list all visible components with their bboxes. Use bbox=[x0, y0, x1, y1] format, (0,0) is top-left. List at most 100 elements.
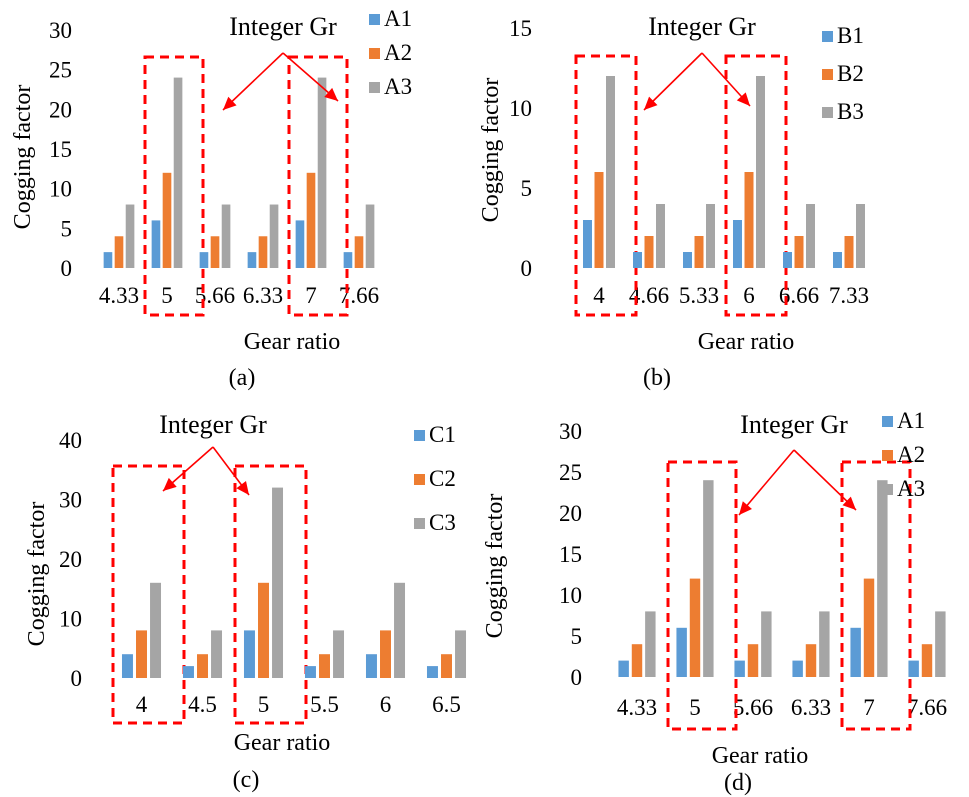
x-tick-label: 5.5 bbox=[310, 692, 339, 717]
annotation-arrow-head bbox=[236, 481, 249, 495]
bar-b3 bbox=[806, 204, 815, 268]
annotation-arrow-head bbox=[842, 496, 856, 510]
y-tick-label: 10 bbox=[509, 96, 532, 121]
integer-ratio-highlight-box bbox=[233, 464, 308, 725]
bar-a1 bbox=[343, 252, 353, 268]
bar-a3 bbox=[645, 611, 656, 677]
y-tick-label: 10 bbox=[59, 607, 82, 632]
bar-a2 bbox=[921, 644, 933, 677]
x-axis-title: Gear ratio bbox=[234, 730, 331, 756]
bar-a2 bbox=[747, 644, 759, 677]
bar-a3 bbox=[317, 77, 327, 268]
x-tick-label: 7.66 bbox=[339, 283, 379, 308]
legend-label: C1 bbox=[429, 422, 456, 447]
annotation-arrow-line bbox=[738, 449, 795, 516]
bar-b3 bbox=[756, 76, 765, 268]
chart-d: Cogging factor Integer Gr 0 5 10 15 20 25 30 4.… bbox=[482, 408, 947, 796]
legend-swatch bbox=[822, 107, 833, 118]
y-axis-title: Cogging factor bbox=[482, 494, 508, 639]
bar-a2 bbox=[162, 172, 172, 268]
bar-a3 bbox=[173, 77, 183, 268]
bar-b2 bbox=[794, 236, 804, 268]
integer-ratio-highlight-box bbox=[840, 460, 912, 731]
bar-a3 bbox=[125, 204, 135, 268]
x-tick-label: 4.33 bbox=[617, 695, 657, 720]
bar-a3 bbox=[935, 611, 946, 677]
bar-b3 bbox=[856, 204, 865, 268]
bar-c2 bbox=[136, 630, 147, 678]
x-tick-label: 7.66 bbox=[907, 695, 947, 720]
bar-c3 bbox=[455, 630, 467, 678]
integer-ratio-highlight-box bbox=[724, 54, 788, 317]
bar-b1 bbox=[783, 252, 792, 268]
panel-caption: (d) bbox=[724, 770, 752, 796]
x-tick-label: 5 bbox=[161, 283, 173, 308]
bar-a2 bbox=[631, 644, 643, 677]
bar-a3 bbox=[221, 204, 231, 268]
annotation-arrow-line bbox=[222, 52, 284, 111]
chart-a: Cogging factor Integer Gr 0 5 10 15 20 25 30 4.… bbox=[10, 6, 412, 391]
annotation-arrow-head bbox=[163, 477, 177, 491]
legend-label: A3 bbox=[384, 74, 412, 99]
legend-label: C3 bbox=[429, 510, 456, 535]
y-tick-label: 0 bbox=[61, 256, 73, 281]
bar-c2 bbox=[441, 654, 452, 678]
legend-swatch bbox=[822, 31, 833, 42]
x-tick-label: 5.33 bbox=[679, 283, 719, 308]
y-tick-label: 40 bbox=[59, 428, 82, 453]
x-tick-label: 6 bbox=[380, 692, 392, 717]
x-axis-title: Gear ratio bbox=[244, 329, 341, 355]
panel-caption: (c) bbox=[233, 767, 260, 793]
y-tick-label: 5 bbox=[571, 624, 583, 649]
x-tick-label: 5 bbox=[258, 692, 270, 717]
y-axis-title: Cogging factor bbox=[10, 85, 36, 230]
bar-b3 bbox=[606, 76, 615, 268]
y-tick-label: 15 bbox=[49, 137, 72, 162]
y-tick-label: 0 bbox=[521, 256, 533, 281]
y-tick-label: 0 bbox=[571, 665, 583, 690]
bar-a1 bbox=[908, 660, 919, 677]
x-tick-label: 5 bbox=[689, 695, 701, 720]
bar-b1 bbox=[583, 220, 592, 268]
bar-c2 bbox=[197, 654, 208, 678]
legend-label: A2 bbox=[384, 40, 412, 65]
bar-a1 bbox=[792, 660, 803, 677]
legend-swatch bbox=[882, 484, 893, 495]
bar-b2 bbox=[744, 172, 754, 268]
bar-b2 bbox=[644, 236, 654, 268]
annotation-label: Integer Gr bbox=[648, 12, 756, 41]
legend-label: B1 bbox=[837, 23, 864, 48]
bar-c3 bbox=[211, 630, 223, 678]
x-tick-label: 6.33 bbox=[243, 283, 283, 308]
bar-a3 bbox=[269, 204, 279, 268]
legend-swatch bbox=[369, 82, 380, 93]
bar-c2 bbox=[319, 654, 330, 678]
bar-a1 bbox=[199, 252, 209, 268]
x-tick-label: 4 bbox=[136, 692, 148, 717]
bar-c1 bbox=[426, 666, 438, 678]
bar-a2 bbox=[805, 644, 817, 677]
x-tick-label: 4 bbox=[593, 283, 605, 308]
x-tick-label: 5.66 bbox=[733, 695, 773, 720]
bar-a1 bbox=[103, 252, 113, 268]
x-tick-label: 6.33 bbox=[791, 695, 831, 720]
integer-ratio-highlight-box bbox=[143, 55, 205, 317]
y-tick-label: 10 bbox=[559, 583, 582, 608]
bar-a3 bbox=[761, 611, 772, 677]
legend-swatch bbox=[414, 518, 425, 529]
x-tick-label: 4.5 bbox=[188, 692, 217, 717]
legend-swatch bbox=[414, 474, 425, 485]
legend-swatch bbox=[369, 14, 380, 25]
legend-label: A1 bbox=[384, 6, 412, 31]
bar-b1 bbox=[683, 252, 692, 268]
bar-a1 bbox=[247, 252, 257, 268]
bar-a3 bbox=[703, 480, 714, 677]
legend-swatch bbox=[882, 450, 893, 461]
bar-c2 bbox=[258, 582, 269, 678]
bar-a1 bbox=[676, 627, 687, 677]
bar-a3 bbox=[877, 480, 888, 677]
y-tick-label: 30 bbox=[49, 18, 72, 43]
x-tick-label: 4.33 bbox=[99, 283, 139, 308]
annotation-label: Integer Gr bbox=[740, 410, 848, 439]
